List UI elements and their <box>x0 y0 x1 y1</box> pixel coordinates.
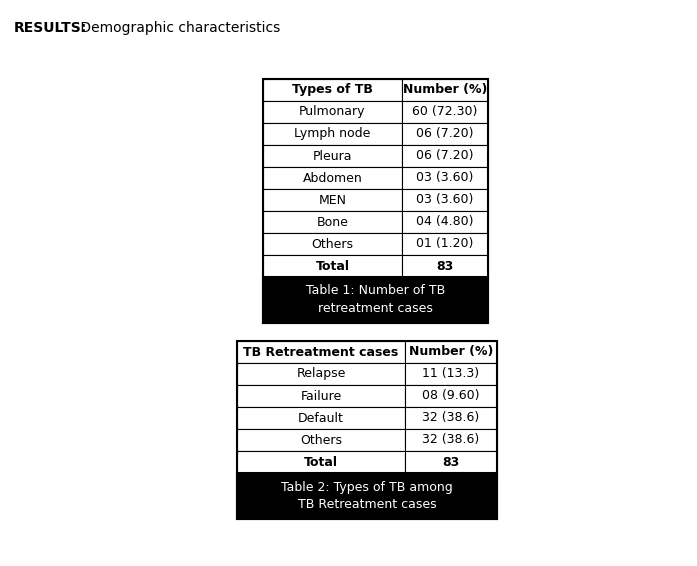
Bar <box>263 79 402 101</box>
Text: Pulmonary: Pulmonary <box>299 105 366 118</box>
Bar <box>402 189 488 211</box>
Bar <box>263 277 488 323</box>
Text: Pleura: Pleura <box>313 149 352 162</box>
Text: Total: Total <box>304 456 338 469</box>
Bar <box>237 341 405 363</box>
Text: 83: 83 <box>443 456 459 469</box>
Bar <box>237 451 405 473</box>
Bar <box>263 79 488 323</box>
Text: 03 (3.60): 03 (3.60) <box>416 171 474 185</box>
Text: 04 (4.80): 04 (4.80) <box>416 216 474 229</box>
Bar <box>402 123 488 145</box>
Bar <box>402 101 488 123</box>
Text: Failure: Failure <box>300 389 342 402</box>
Bar <box>405 363 497 385</box>
Bar <box>237 341 497 519</box>
Bar <box>402 211 488 233</box>
Bar <box>263 145 402 167</box>
Text: 11 (13.3): 11 (13.3) <box>422 367 480 380</box>
Text: Table 2: Types of TB among
TB Retreatment cases: Table 2: Types of TB among TB Retreatmen… <box>281 481 453 512</box>
Text: Types of TB: Types of TB <box>292 84 373 96</box>
Bar <box>263 233 402 255</box>
Bar <box>237 407 405 429</box>
Text: 08 (9.60): 08 (9.60) <box>422 389 480 402</box>
Text: Bone: Bone <box>316 216 348 229</box>
Text: Others: Others <box>312 238 353 251</box>
Bar <box>263 167 402 189</box>
Bar <box>405 407 497 429</box>
Text: Number (%): Number (%) <box>403 84 487 96</box>
Bar <box>405 429 497 451</box>
Text: 01 (1.20): 01 (1.20) <box>416 238 474 251</box>
Bar <box>237 473 497 519</box>
Text: Relapse: Relapse <box>296 367 346 380</box>
Text: Lymph node: Lymph node <box>294 127 371 140</box>
Text: 03 (3.60): 03 (3.60) <box>416 194 474 207</box>
Text: 32 (38.6): 32 (38.6) <box>422 411 480 424</box>
Bar <box>237 363 405 385</box>
Text: Abdomen: Abdomen <box>302 171 362 185</box>
Text: Table 1: Number of TB
retreatment cases: Table 1: Number of TB retreatment cases <box>306 285 445 315</box>
Text: 06 (7.20): 06 (7.20) <box>416 149 474 162</box>
Text: Demographic characteristics: Demographic characteristics <box>76 21 280 35</box>
Bar <box>263 123 402 145</box>
Bar <box>263 101 402 123</box>
Bar <box>405 341 497 363</box>
Text: 32 (38.6): 32 (38.6) <box>422 434 480 447</box>
Bar <box>405 451 497 473</box>
Bar <box>237 385 405 407</box>
Bar <box>237 429 405 451</box>
Bar <box>402 79 488 101</box>
Text: RESULTS:: RESULTS: <box>14 21 87 35</box>
Bar <box>402 167 488 189</box>
Bar <box>405 385 497 407</box>
Text: Others: Others <box>300 434 342 447</box>
Text: 60 (72.30): 60 (72.30) <box>413 105 477 118</box>
Bar <box>263 211 402 233</box>
Text: Number (%): Number (%) <box>409 345 493 358</box>
Text: 83: 83 <box>436 259 454 272</box>
Bar <box>402 233 488 255</box>
Bar <box>263 189 402 211</box>
Bar <box>402 145 488 167</box>
Bar <box>402 255 488 277</box>
Text: TB Retreatment cases: TB Retreatment cases <box>243 345 399 358</box>
Text: MEN: MEN <box>319 194 346 207</box>
Text: 06 (7.20): 06 (7.20) <box>416 127 474 140</box>
Text: Total: Total <box>316 259 349 272</box>
Bar <box>263 255 402 277</box>
Text: Default: Default <box>298 411 344 424</box>
